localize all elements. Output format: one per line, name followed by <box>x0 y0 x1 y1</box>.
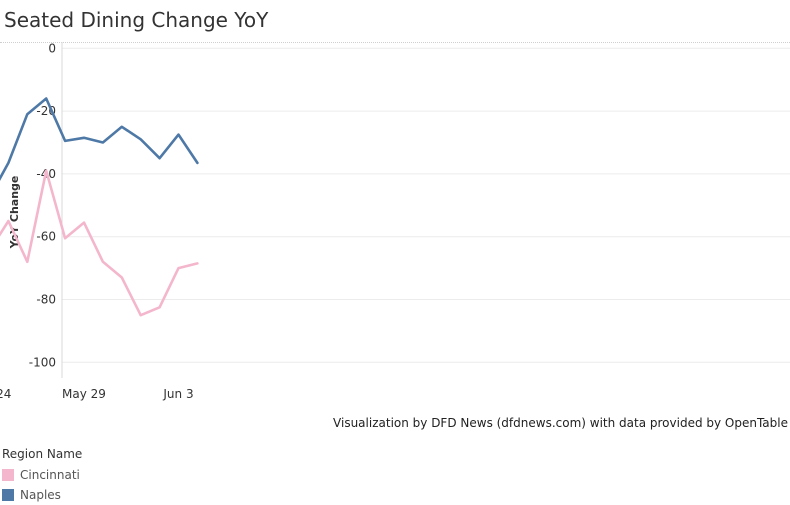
x-tick-label: May 29 <box>62 387 106 401</box>
legend-label: Naples <box>20 488 61 502</box>
title-divider <box>0 42 790 43</box>
legend-label: Cincinnati <box>20 468 80 482</box>
series-lines <box>0 97 199 363</box>
line-chart: YoY Change 0-20-40-60-80-100 Apr 29May 4… <box>0 41 790 401</box>
grid-lines <box>62 47 790 363</box>
legend-item-cincinnati[interactable]: Cincinnati <box>2 465 82 485</box>
legend: Region Name Cincinnati Naples <box>2 447 82 505</box>
legend-title: Region Name <box>2 447 83 461</box>
y-tick-labels: 0-20-40-60-80-100 <box>29 41 56 369</box>
chart-title: Seated Dining Change YoY <box>4 8 269 32</box>
y-tick-label: -80 <box>36 292 56 306</box>
x-tick-label: May 24 <box>0 387 11 401</box>
y-tick-label: 0 <box>48 41 56 55</box>
credit-text: Visualization by DFD News (dfdnews.com) … <box>333 416 788 430</box>
series-line-cincinnati[interactable] <box>0 169 199 363</box>
y-tick-label: -100 <box>29 355 56 369</box>
x-tick-label: Jun 3 <box>162 387 193 401</box>
legend-swatch-cincinnati <box>2 469 14 481</box>
series-line-naples[interactable] <box>0 97 199 363</box>
y-tick-label: -60 <box>36 230 56 244</box>
y-axis-label: YoY Change <box>8 176 21 250</box>
legend-item-naples[interactable]: Naples <box>2 485 82 505</box>
legend-swatch-naples <box>2 489 14 501</box>
